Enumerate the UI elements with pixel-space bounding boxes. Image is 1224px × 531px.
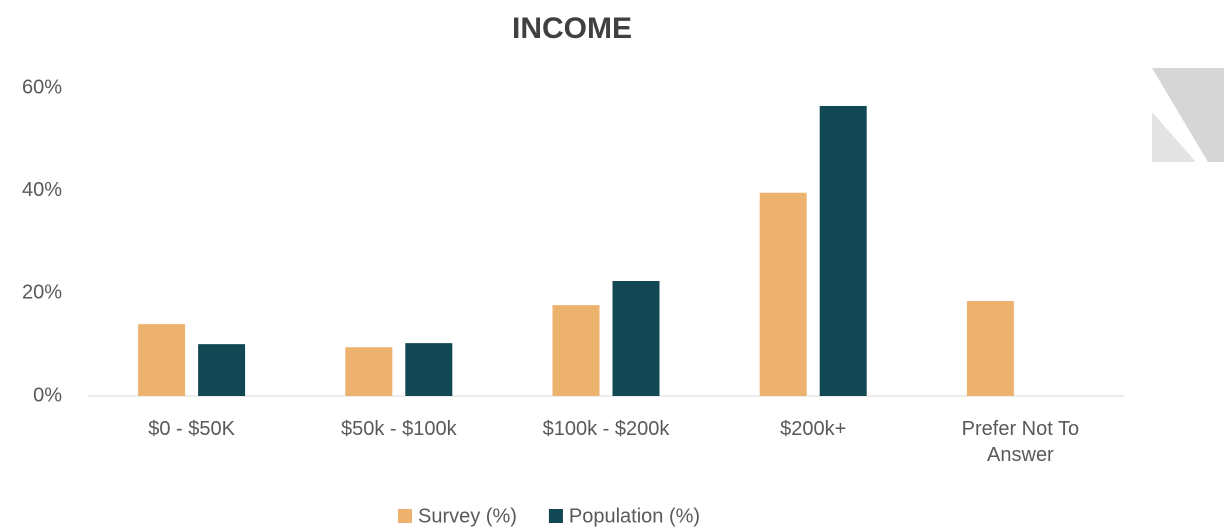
legend-swatch xyxy=(548,509,563,523)
y-tick-label: 40% xyxy=(22,179,62,201)
x-tick-label-box: Prefer Not To Answer xyxy=(961,418,1080,466)
x-tick-label-box: $50k - $100k xyxy=(340,418,457,440)
logo xyxy=(1152,112,1196,162)
bar xyxy=(759,192,807,396)
bar xyxy=(345,347,393,396)
x-tick-label-box: $100k - $200k xyxy=(542,418,670,440)
legend-label: Survey (%) xyxy=(418,505,517,527)
x-tick-label-box: $200k+ xyxy=(780,418,847,440)
x-tick-label: $50k - $100k xyxy=(340,418,457,440)
x-tick-label-box: $0 - $50K xyxy=(148,418,235,440)
x-tick-label: $200k+ xyxy=(780,418,847,440)
bar xyxy=(198,344,246,396)
x-tick-label: $0 - $50K xyxy=(148,418,235,440)
legend-swatch xyxy=(398,509,412,523)
y-tick-label: 20% xyxy=(22,282,62,304)
logo xyxy=(1152,68,1224,162)
bar xyxy=(138,324,186,396)
y-tick-label: 0% xyxy=(33,384,62,406)
legend-label: Population (%) xyxy=(569,505,700,527)
y-tick-label: 60% xyxy=(22,76,62,98)
x-tick-label: Prefer Not To Answer xyxy=(961,418,1080,466)
bar xyxy=(966,301,1014,396)
chart-title: INCOME xyxy=(512,12,632,45)
x-tick-label: $100k - $200k xyxy=(542,418,670,440)
bar xyxy=(612,281,660,396)
bar xyxy=(552,305,600,396)
bar xyxy=(819,105,867,396)
bar xyxy=(405,343,453,396)
